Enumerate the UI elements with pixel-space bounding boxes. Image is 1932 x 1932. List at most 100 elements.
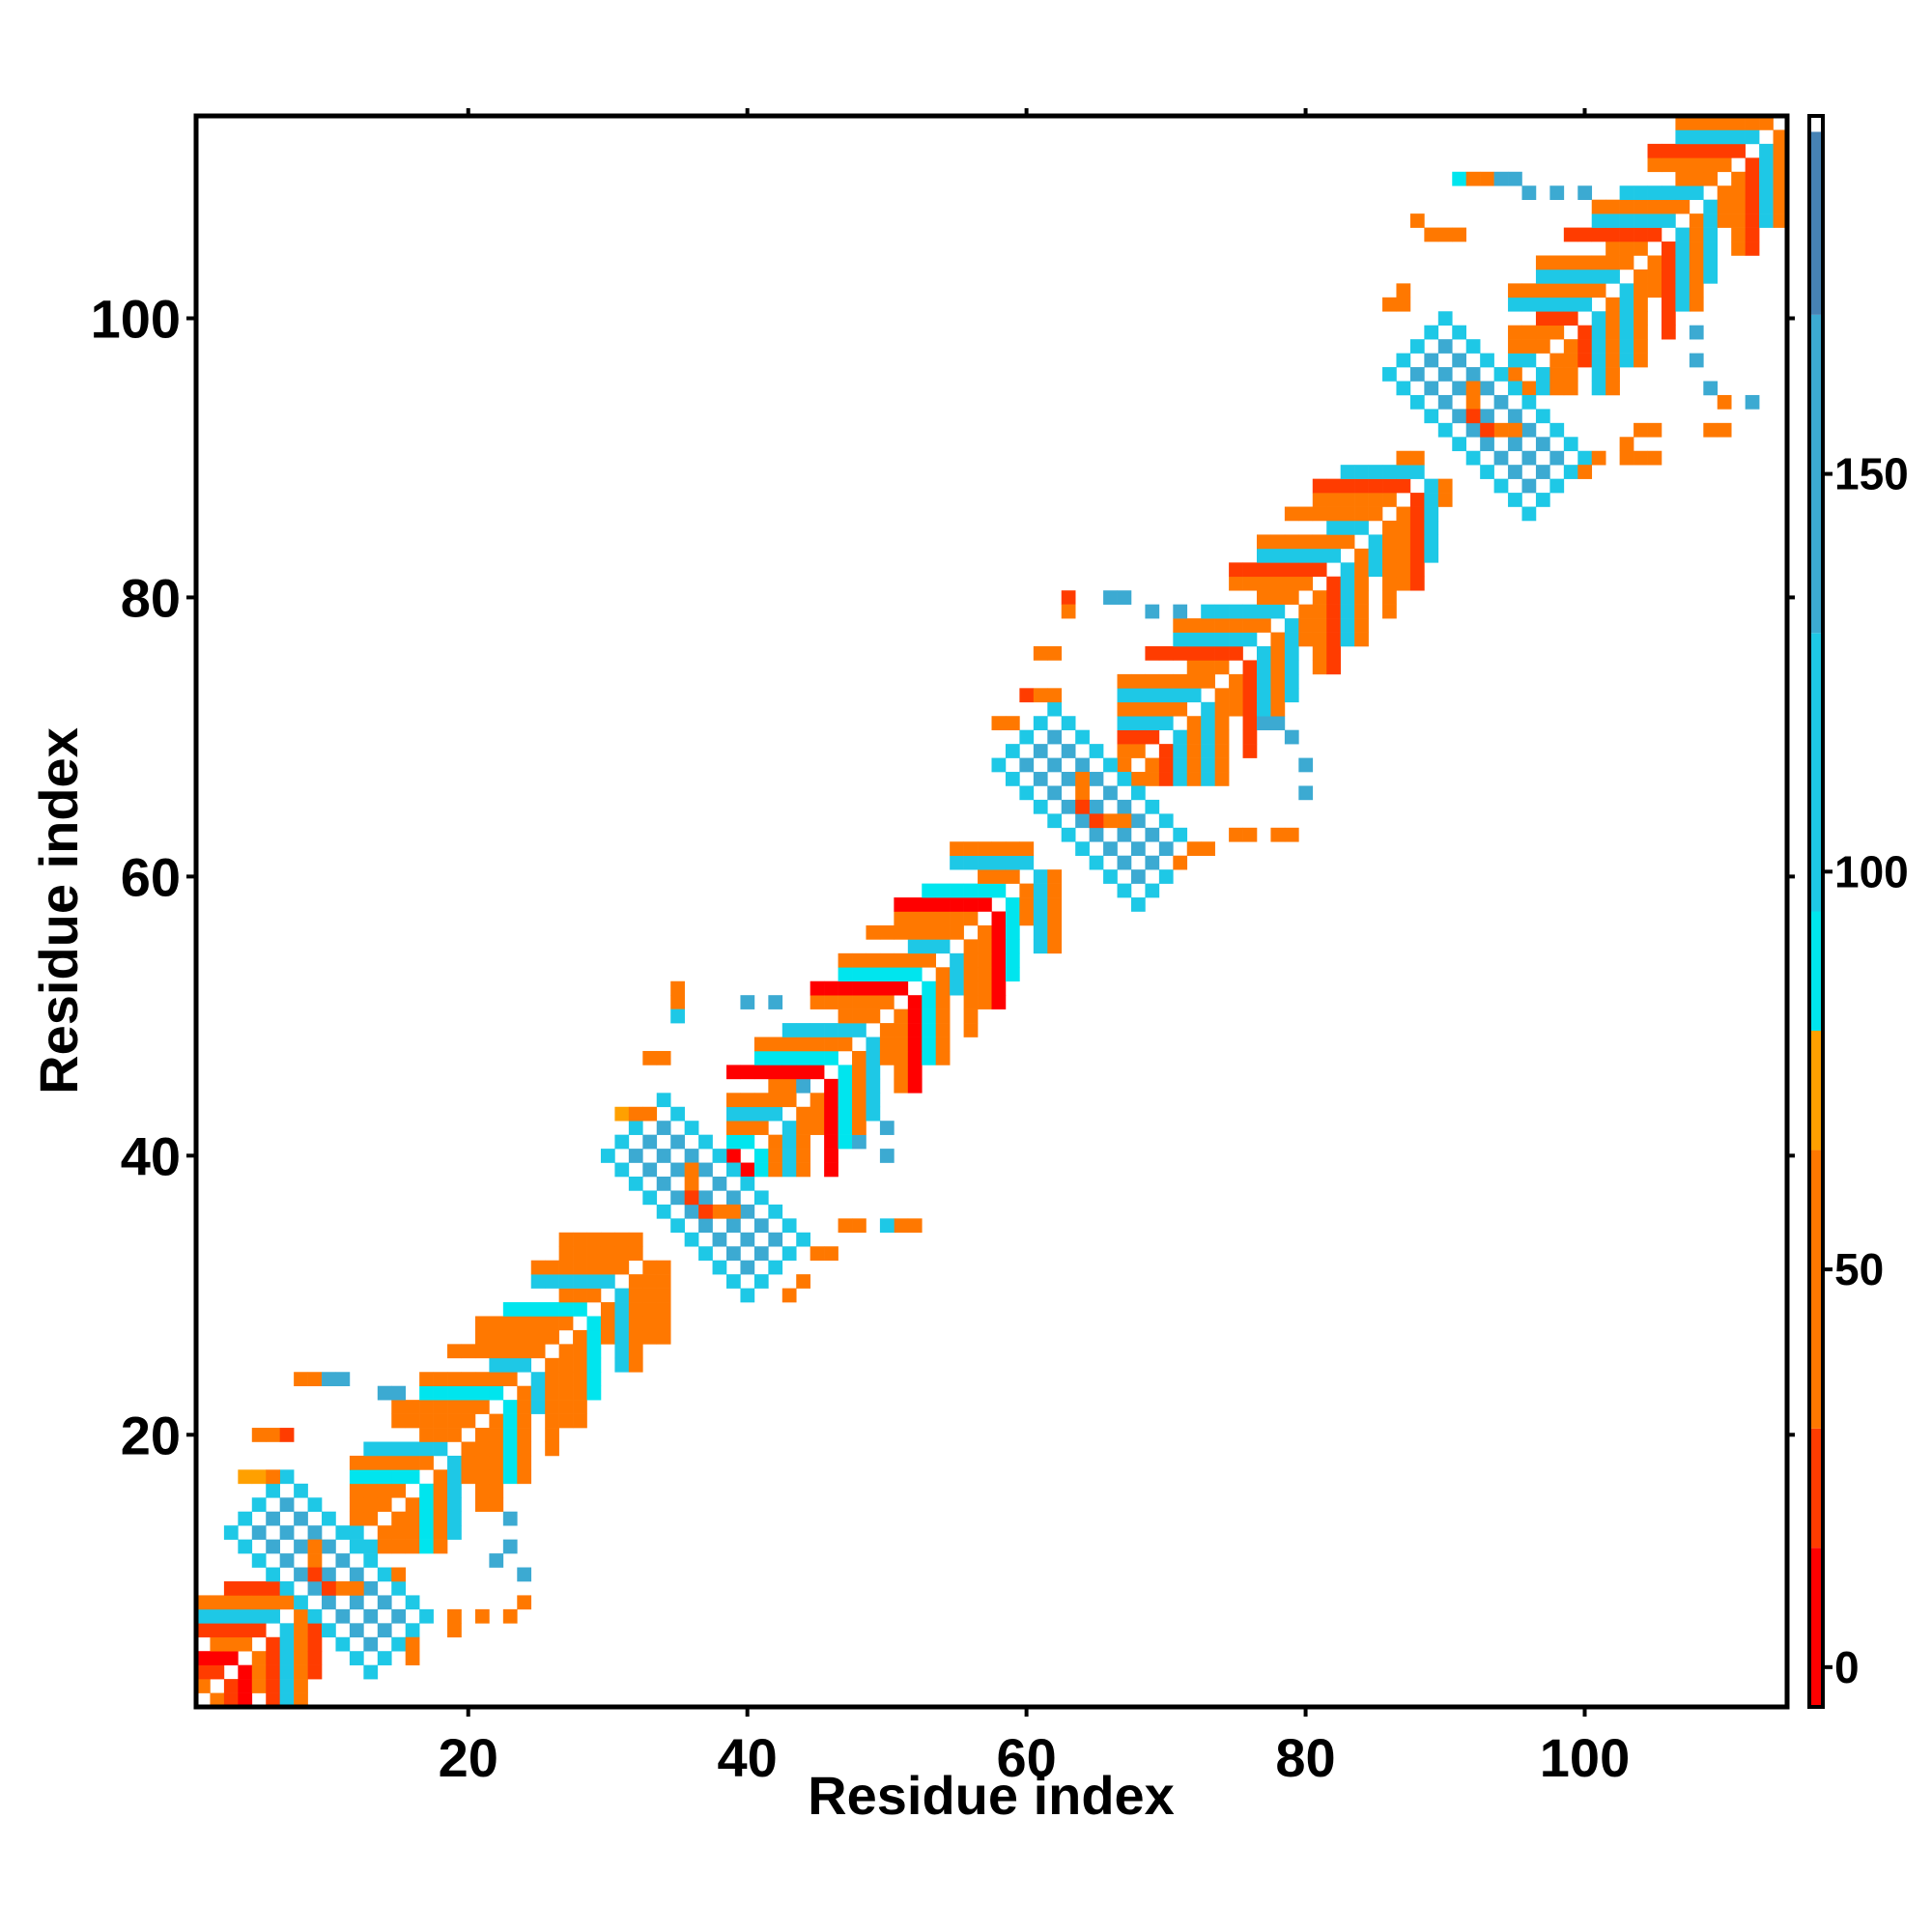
heatmap-cell bbox=[781, 1134, 797, 1150]
heatmap-cell bbox=[698, 1204, 713, 1219]
heatmap-cell bbox=[628, 1274, 643, 1289]
heatmap-cell bbox=[405, 1413, 420, 1429]
heatmap-cell bbox=[377, 1623, 392, 1638]
heatmap-cell bbox=[474, 1400, 490, 1414]
heatmap-cell bbox=[740, 1288, 755, 1303]
heatmap-cell bbox=[1493, 171, 1509, 186]
heatmap-cell bbox=[1186, 716, 1202, 730]
heatmap-cell bbox=[1508, 409, 1522, 424]
heatmap-cell bbox=[991, 995, 1007, 1009]
heatmap-cell bbox=[824, 1121, 838, 1135]
heatmap-cell bbox=[251, 1608, 267, 1624]
heatmap-cell bbox=[753, 1050, 769, 1065]
heatmap-cell bbox=[558, 1357, 574, 1373]
heatmap-cell bbox=[628, 1177, 643, 1191]
heatmap-cell bbox=[1242, 673, 1258, 689]
heatmap-cell bbox=[1675, 143, 1690, 158]
y-tick-label: 20 bbox=[121, 1405, 181, 1465]
heatmap-cell bbox=[810, 1065, 825, 1080]
heatmap-cell bbox=[1242, 604, 1258, 619]
heatmap-cell bbox=[1535, 381, 1550, 396]
colorbar-tick-label: 50 bbox=[1834, 1244, 1884, 1294]
heatmap-cell bbox=[279, 1580, 295, 1596]
heatmap-cell bbox=[1605, 339, 1620, 354]
heatmap-cell bbox=[950, 883, 964, 898]
heatmap-cell bbox=[433, 1372, 448, 1387]
heatmap-cell bbox=[307, 1567, 323, 1582]
heatmap-cell bbox=[768, 1162, 783, 1178]
heatmap-cell bbox=[294, 1483, 308, 1498]
heatmap-cell bbox=[1605, 199, 1620, 214]
heatmap-cell bbox=[279, 1469, 295, 1485]
heatmap-cell bbox=[1173, 701, 1188, 717]
heatmap-cell bbox=[1409, 367, 1425, 382]
heatmap-cell bbox=[1186, 772, 1202, 786]
heatmap-cell bbox=[726, 1065, 741, 1080]
heatmap-cell bbox=[238, 1580, 253, 1596]
heatmap-cell bbox=[768, 1106, 783, 1122]
heatmap-cell bbox=[614, 1344, 630, 1359]
heatmap-cell bbox=[1298, 785, 1314, 801]
heatmap-cell bbox=[1563, 339, 1578, 354]
heatmap-cell bbox=[251, 1679, 267, 1693]
heatmap-cell bbox=[1480, 171, 1494, 186]
heatmap-cell bbox=[1257, 646, 1271, 661]
heatmap-cell bbox=[502, 1329, 518, 1345]
heatmap-cell bbox=[1061, 604, 1076, 619]
heatmap-cell bbox=[1591, 269, 1606, 284]
heatmap-cell bbox=[907, 1078, 923, 1094]
heatmap-cell bbox=[489, 1483, 504, 1498]
heatmap-cell bbox=[1382, 548, 1397, 563]
heatmap-cell bbox=[838, 1078, 853, 1094]
heatmap-cell bbox=[810, 1246, 825, 1261]
heatmap-cell bbox=[768, 1078, 783, 1094]
heatmap-cell bbox=[600, 1274, 615, 1289]
heatmap-cell bbox=[1326, 660, 1341, 675]
heatmap-cell bbox=[642, 1190, 658, 1206]
heatmap-cell bbox=[573, 1400, 587, 1414]
heatmap-cell bbox=[950, 897, 964, 912]
heatmap-cell bbox=[1033, 897, 1048, 912]
heatmap-cell bbox=[796, 1134, 810, 1150]
heatmap-cell bbox=[279, 1595, 295, 1610]
heatmap-cell bbox=[294, 1595, 308, 1610]
heatmap-cell bbox=[1340, 618, 1355, 633]
heatmap-cell bbox=[1634, 213, 1648, 228]
heatmap-cell bbox=[1508, 283, 1522, 298]
heatmap-cell bbox=[377, 1469, 392, 1485]
heatmap-cell bbox=[1480, 437, 1494, 452]
heatmap-cell bbox=[1535, 339, 1550, 354]
heatmap-cell bbox=[1284, 562, 1299, 578]
heatmap-cell bbox=[1382, 590, 1397, 605]
heatmap-cell bbox=[1284, 660, 1299, 675]
heatmap-cell bbox=[1242, 827, 1258, 842]
heatmap-cell bbox=[1033, 772, 1048, 786]
heatmap-cell bbox=[726, 1246, 741, 1261]
heatmap-cell bbox=[1452, 409, 1467, 424]
heatmap-cell bbox=[251, 1525, 267, 1540]
heatmap-cell bbox=[1591, 213, 1606, 228]
heatmap-cell bbox=[489, 1316, 504, 1331]
heatmap-cell bbox=[963, 939, 979, 954]
heatmap-cell bbox=[1619, 185, 1634, 200]
heatmap-cell bbox=[1382, 478, 1397, 494]
y-tick-label: 60 bbox=[121, 846, 181, 907]
heatmap-cell bbox=[642, 1106, 658, 1122]
heatmap-cell bbox=[251, 1428, 267, 1442]
heatmap-cell bbox=[307, 1553, 323, 1568]
heatmap-cell bbox=[1396, 548, 1411, 563]
heatmap-cell bbox=[1047, 688, 1063, 703]
x-axis-ticks: 20 40 60 80 100 bbox=[439, 108, 1630, 1788]
heatmap-cell bbox=[1521, 339, 1537, 354]
heatmap-cell bbox=[474, 1441, 490, 1457]
heatmap-cell bbox=[1354, 520, 1369, 535]
heatmap-cell bbox=[335, 1525, 351, 1540]
heatmap-cell bbox=[1270, 632, 1286, 647]
heatmap-cell bbox=[1661, 269, 1676, 284]
heatmap-cell bbox=[1130, 744, 1146, 758]
heatmap-cell bbox=[1759, 171, 1774, 186]
heatmap-cell bbox=[1773, 171, 1788, 186]
heatmap-cell bbox=[1647, 185, 1662, 200]
heatmap-cell bbox=[307, 1623, 323, 1638]
heatmap-cell bbox=[1103, 757, 1118, 773]
